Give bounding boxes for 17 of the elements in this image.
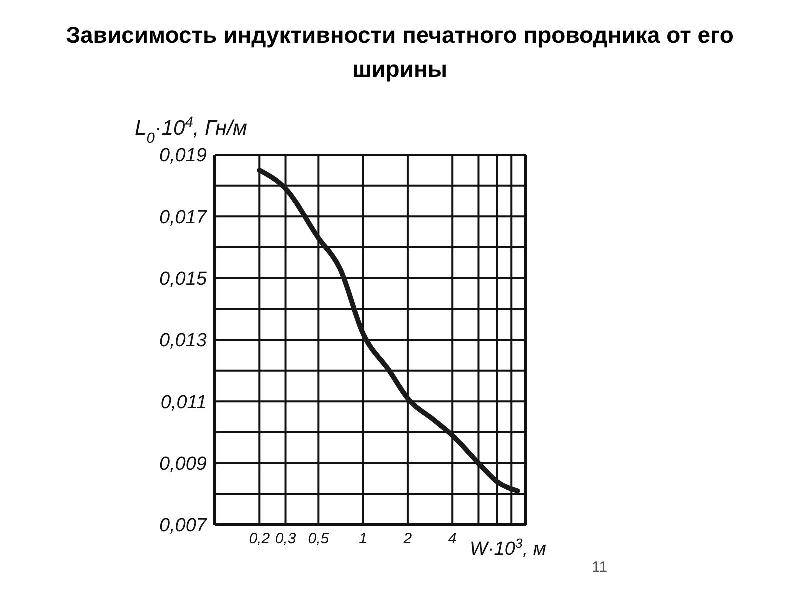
chart-title: Зависимость индуктивности печатного проводника от его ширины (65, 21, 735, 84)
x-tick-label: 0,2 (249, 530, 271, 548)
text: 11 (592, 559, 608, 576)
x-axis-title: W·10$^{3}$, м (470, 536, 546, 560)
y-tick-label: 0,017 (159, 207, 208, 228)
y-tick-label: 0,011 (160, 392, 207, 414)
x-tick-label: 0,5 (308, 530, 330, 548)
y-tick-label: 0,013 (159, 330, 208, 352)
x-tick-label: 4 (448, 530, 457, 548)
y-tick-label: 0,007 (159, 516, 208, 537)
x-tick-label: 0,3 (275, 530, 297, 548)
y-tick-label: 0,009 (159, 454, 208, 476)
y-tick-label: 0,019 (159, 146, 208, 167)
y-axis-title: L$_{0}$·10$^{4}$, Гн/м (135, 115, 248, 147)
y-tick-label: 0,015 (159, 269, 208, 290)
x-tick-label: 2 (402, 530, 413, 548)
x-tick-label: 1 (359, 530, 368, 548)
